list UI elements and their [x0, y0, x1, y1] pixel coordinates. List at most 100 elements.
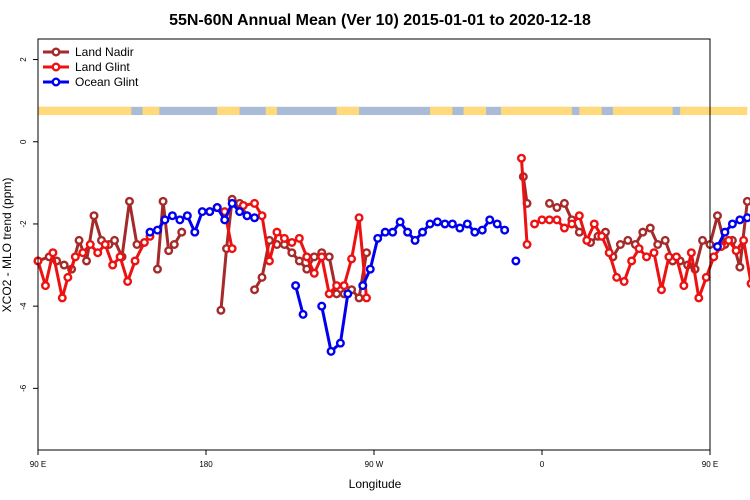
data-point	[649, 248, 659, 258]
map-strip-land	[265, 106, 277, 116]
map-strip-land	[463, 106, 486, 116]
data-point	[712, 242, 722, 252]
data-point	[132, 239, 142, 249]
map-strip-land	[680, 106, 748, 116]
data-point	[645, 223, 655, 233]
y-axis-label: XCO2 - MLO trend (ppm)	[0, 178, 14, 313]
data-point	[522, 239, 532, 249]
x-tick-label: 90 E	[702, 460, 718, 469]
data-point	[447, 219, 457, 229]
x-axis: 90 E 180 90 W 0 90 E	[30, 450, 718, 469]
data-point	[388, 227, 398, 237]
legend-item: Land Glint	[43, 60, 130, 74]
data-point	[63, 272, 73, 282]
data-point	[544, 198, 554, 208]
data-point	[93, 248, 103, 258]
data-point	[462, 219, 472, 229]
data-point	[108, 260, 118, 270]
data-point	[418, 227, 428, 237]
map-strip	[38, 106, 748, 116]
data-point	[735, 215, 745, 225]
data-point	[152, 225, 162, 235]
x-tick-label: 90 W	[365, 460, 384, 469]
data-point	[660, 235, 670, 245]
data-point	[358, 281, 368, 291]
data-point	[615, 239, 625, 249]
data-point	[559, 198, 569, 208]
data-point	[742, 196, 750, 206]
data-point	[167, 211, 177, 221]
data-point	[500, 225, 510, 235]
data-point	[158, 196, 168, 206]
series-line	[294, 285, 305, 315]
data-point	[212, 203, 222, 213]
data-point	[332, 281, 342, 291]
data-point	[78, 248, 88, 258]
data-point	[724, 235, 734, 245]
data-point	[160, 215, 170, 225]
data-point	[731, 246, 741, 256]
data-point	[298, 309, 308, 319]
data-point	[220, 215, 230, 225]
series-line	[519, 158, 529, 245]
x-tick-label: 0	[540, 460, 545, 469]
data-point	[720, 227, 730, 237]
data-point	[354, 293, 364, 303]
data-point	[85, 239, 95, 249]
data-point	[552, 203, 562, 213]
data-point	[354, 213, 364, 223]
data-point	[264, 256, 274, 266]
data-point	[511, 256, 521, 266]
data-point	[324, 252, 334, 262]
data-point	[317, 301, 327, 311]
map-strip-land	[579, 106, 602, 116]
y-tick-label: 2	[19, 57, 28, 62]
data-point	[110, 235, 120, 245]
data-point	[619, 276, 629, 286]
data-point	[567, 219, 577, 229]
data-point	[302, 264, 312, 274]
data-point	[82, 256, 92, 266]
data-point	[309, 252, 319, 262]
x-axis-label: Longitude	[349, 477, 402, 491]
data-point	[197, 207, 207, 217]
data-point	[455, 223, 465, 233]
y-tick-label: -2	[19, 220, 28, 228]
data-point	[227, 198, 237, 208]
y-axis: 2 0 -2 -4 -6	[19, 57, 38, 392]
data-point	[324, 289, 334, 299]
data-point	[373, 233, 383, 243]
data-point	[582, 235, 592, 245]
data-point	[175, 215, 185, 225]
data-point	[671, 252, 681, 262]
data-point	[124, 196, 134, 206]
legend-label: Land Nadir	[75, 45, 134, 59]
data-point	[537, 215, 547, 225]
data-point	[746, 279, 750, 288]
data-point	[574, 211, 584, 221]
data-point	[70, 252, 80, 262]
map-strip-land	[38, 106, 132, 116]
series-line	[36, 235, 152, 300]
data-point	[347, 254, 357, 264]
map-strip-land	[612, 106, 673, 116]
data-point	[485, 215, 495, 225]
data-point	[597, 231, 607, 241]
data-point	[492, 219, 502, 229]
data-point	[544, 215, 554, 225]
data-point	[559, 223, 569, 233]
y-tick-label: -6	[19, 384, 28, 392]
data-point	[694, 293, 704, 303]
chart-title: 55N-60N Annual Mean (Ver 10) 2015-01-01 …	[169, 12, 591, 29]
data-point	[380, 227, 390, 237]
data-point	[216, 305, 226, 315]
data-point	[425, 219, 435, 229]
data-point	[403, 227, 413, 237]
series-line	[155, 199, 184, 270]
data-point	[257, 211, 267, 221]
data-point	[152, 264, 162, 274]
y-tick-label: -4	[19, 302, 28, 310]
data-point	[735, 262, 745, 272]
